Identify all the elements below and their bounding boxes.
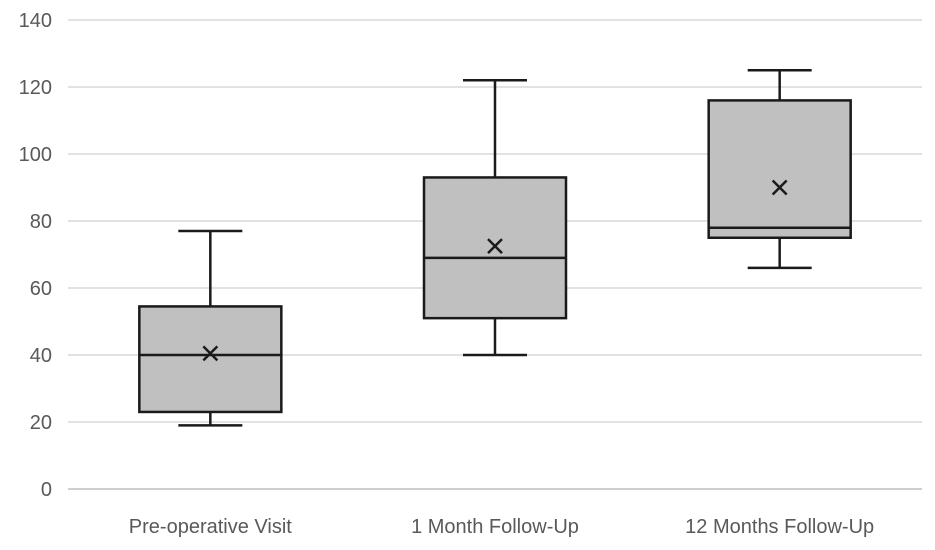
mean-marker bbox=[487, 238, 503, 255]
y-tick-label: 40 bbox=[30, 345, 52, 367]
mean-marker-stroke bbox=[487, 238, 503, 255]
boxes bbox=[138, 69, 852, 427]
y-tick-label: 120 bbox=[19, 77, 52, 99]
y-tick-label: 60 bbox=[30, 278, 52, 300]
iqr-box bbox=[138, 305, 283, 414]
labels: 0 20 40 60 80 100 120 140 Pre-operative Visit 1 M… bbox=[19, 10, 875, 538]
mean-marker bbox=[771, 179, 788, 196]
category-label: 1 Month Follow-Up bbox=[411, 516, 579, 538]
mean-marker-stroke bbox=[771, 179, 788, 196]
box-group bbox=[138, 229, 283, 427]
y-tick-label: 20 bbox=[30, 412, 52, 434]
mean-marker bbox=[202, 345, 219, 362]
box-group bbox=[707, 69, 852, 270]
category-label: Pre-operative Visit bbox=[129, 516, 292, 538]
y-tick-label: 0 bbox=[41, 479, 52, 501]
box-group bbox=[422, 79, 568, 357]
iqr-box bbox=[707, 99, 852, 240]
y-tick-label: 140 bbox=[19, 10, 52, 32]
y-tick-label: 100 bbox=[19, 144, 52, 166]
y-tick-label: 80 bbox=[30, 211, 52, 233]
category-label: 12 Months Follow-Up bbox=[685, 516, 874, 538]
mean-marker-stroke bbox=[202, 345, 219, 362]
